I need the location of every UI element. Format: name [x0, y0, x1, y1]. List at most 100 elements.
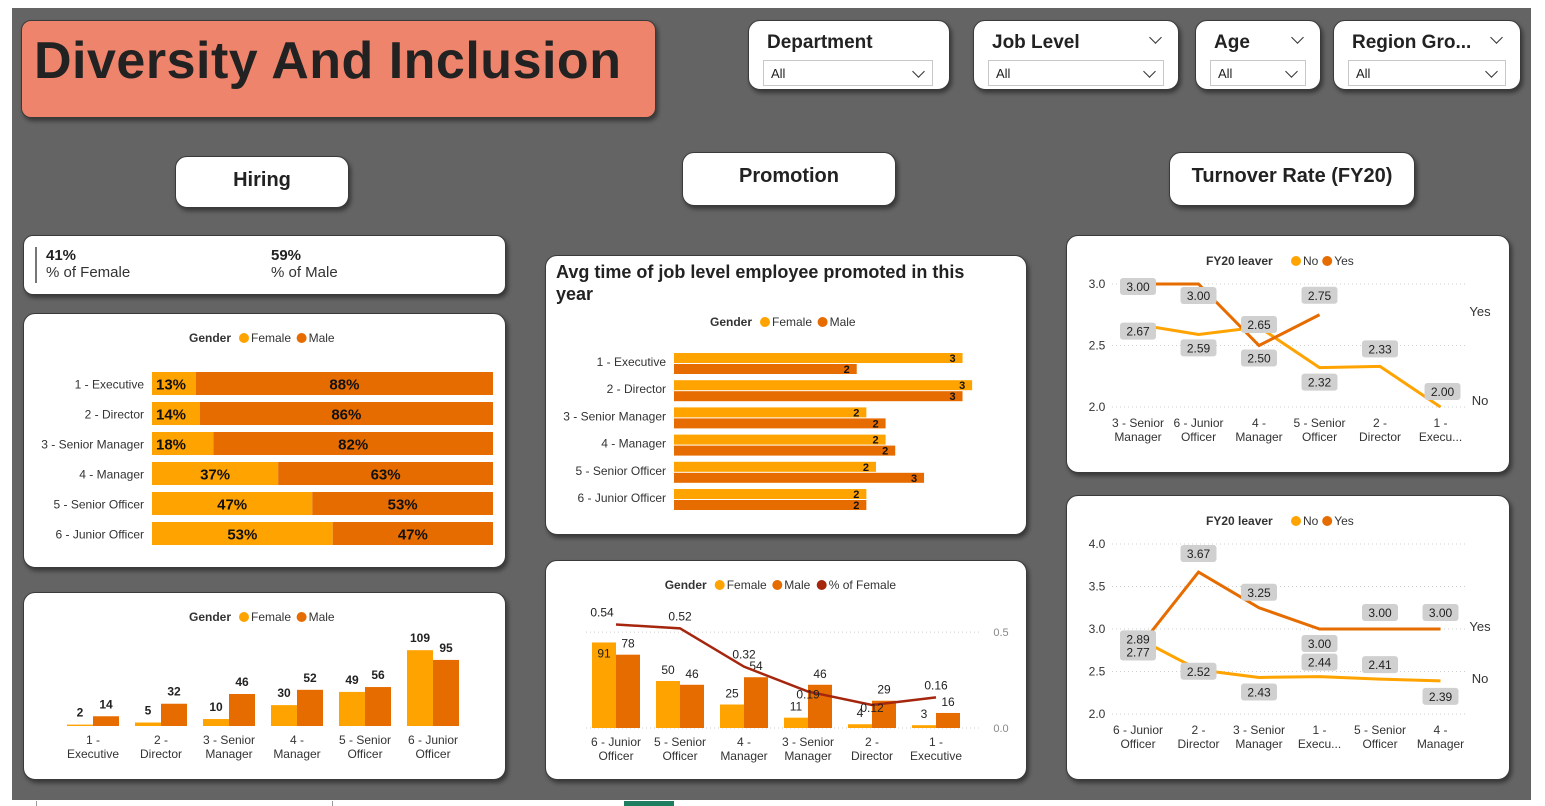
y-tick-label: 2.5 [1089, 339, 1106, 353]
category-label: 6 - Junior [591, 735, 641, 749]
dropdown-value: All [1356, 66, 1371, 81]
slicer-age[interactable]: Age All [1195, 20, 1321, 90]
bar-female [152, 492, 313, 515]
data-label-pct: 0.54 [590, 606, 614, 620]
female-pct-label: % of Female [46, 264, 131, 281]
chevron-down-icon [912, 65, 925, 78]
data-label-box [1422, 604, 1459, 621]
data-label: 16 [941, 695, 955, 709]
data-label: 2 [853, 489, 859, 501]
category-label: Manager [1235, 430, 1282, 444]
line-pct-female [615, 623, 937, 707]
chevron-down-icon[interactable] [1149, 31, 1162, 44]
data-label-box [1362, 604, 1398, 621]
data-label-female: 37% [200, 467, 230, 484]
category-label: 3 - Senior [782, 735, 834, 749]
chevron-down-icon[interactable] [1490, 31, 1503, 44]
y-tick-label: 2.5 [1089, 665, 1106, 679]
category-label: 6 - Junior Officer [578, 491, 666, 505]
hiring-pct-chart: Gender Female Male 1 - Executive 13% 88% 2 - D… [41, 331, 494, 545]
legend-title: Gender [665, 578, 707, 592]
slicer-region-group[interactable]: Region Gro... All [1333, 20, 1521, 90]
slicer-department[interactable]: Department All [748, 20, 950, 90]
page-title: Diversity And Inclusion [34, 32, 622, 90]
category-label: Executive [67, 747, 119, 761]
data-label-box [1241, 683, 1277, 701]
data-label-box [1301, 635, 1338, 652]
data-label-box [1241, 316, 1277, 334]
category-label: 6 - Junior Officer [56, 528, 144, 542]
category-label: 4 - [737, 735, 751, 749]
legend-title: Gender [710, 315, 752, 329]
bar-male [93, 716, 119, 726]
category-label: 3 - Senior [1112, 416, 1164, 430]
slicer-title: Department [767, 32, 873, 53]
data-label-female: 47% [217, 497, 247, 514]
category-label: Execu... [1298, 737, 1341, 751]
section-promotion-button[interactable]: Promotion [682, 152, 896, 206]
data-label: 25 [725, 687, 739, 701]
bar-male [616, 654, 640, 728]
category-label: 1 - [929, 735, 943, 749]
age-dropdown[interactable]: All [1210, 60, 1306, 86]
category-label: 6 - Junior [408, 733, 458, 747]
y-tick-label: 4.0 [1089, 537, 1106, 551]
bar-female [674, 434, 886, 445]
footer-divider [332, 801, 333, 806]
data-label: 2.75 [1308, 289, 1332, 303]
data-label: 3.00 [1308, 637, 1332, 651]
category-label: 4 - [1433, 723, 1447, 737]
bar-female [67, 724, 93, 726]
hiring-count-card: Gender Female Male 2 14 1 - Executive 5 32 2 - Dir… [23, 592, 506, 780]
slicer-title: Job Level [992, 32, 1080, 53]
bar-female [674, 407, 867, 418]
category-label: Officer [1181, 430, 1216, 444]
legend-label: Yes [1334, 514, 1354, 528]
data-label-box [1180, 662, 1217, 680]
section-turnover-button[interactable]: Turnover Rate (FY20) [1169, 152, 1415, 206]
legend-marker [816, 580, 827, 590]
bar-male [674, 472, 925, 483]
legend-label: Male [309, 331, 335, 345]
data-label: 56 [371, 668, 385, 682]
data-label: 29 [877, 683, 891, 697]
region-group-dropdown[interactable]: All [1348, 60, 1506, 86]
legend-title: FY20 leaver [1206, 254, 1273, 268]
data-label: 3 [949, 391, 955, 403]
data-label: 11 [790, 700, 803, 714]
turnover-chart-2-card: FY20 leaver No Yes 4.0 3.5 3.0 2.5 2.0 6 - Junio… [1066, 495, 1510, 780]
legend-marker [239, 333, 249, 343]
data-label: 46 [813, 667, 827, 681]
data-label: 2.67 [1126, 325, 1150, 339]
job-level-dropdown[interactable]: All [988, 60, 1164, 86]
bar-male [312, 492, 493, 515]
data-label-box [1180, 545, 1217, 563]
category-label: Officer [415, 747, 450, 761]
footer-active-tab[interactable] [624, 801, 674, 806]
bar-male [744, 677, 768, 728]
category-label: 4 - [1252, 416, 1266, 430]
data-label-male: 82% [338, 437, 368, 454]
data-label: 3.25 [1247, 586, 1271, 600]
chevron-down-icon[interactable] [1291, 31, 1304, 44]
department-dropdown[interactable]: All [763, 60, 933, 86]
category-label: 4 - Manager [79, 468, 144, 482]
line-no [1137, 323, 1442, 409]
data-label-male: 53% [388, 497, 418, 514]
section-hiring-button[interactable]: Hiring [175, 156, 349, 208]
data-label-box [1241, 583, 1277, 601]
bar-female [152, 462, 279, 485]
data-label-box [1180, 339, 1217, 357]
bar-female [339, 691, 365, 726]
category-label: Director [1177, 737, 1219, 751]
data-label: 3 [959, 380, 965, 392]
slicer-job-level[interactable]: Job Level All [973, 20, 1179, 90]
data-label: 2.00 [1431, 385, 1455, 399]
data-label: 2.89 [1126, 632, 1150, 646]
category-label: 3 - Senior [1233, 723, 1285, 737]
series-end-label: No [1472, 671, 1489, 686]
category-label: 3 - Senior [203, 733, 255, 747]
data-label: 2.59 [1187, 341, 1211, 355]
bar-female [592, 642, 616, 728]
legend-marker [772, 580, 783, 590]
